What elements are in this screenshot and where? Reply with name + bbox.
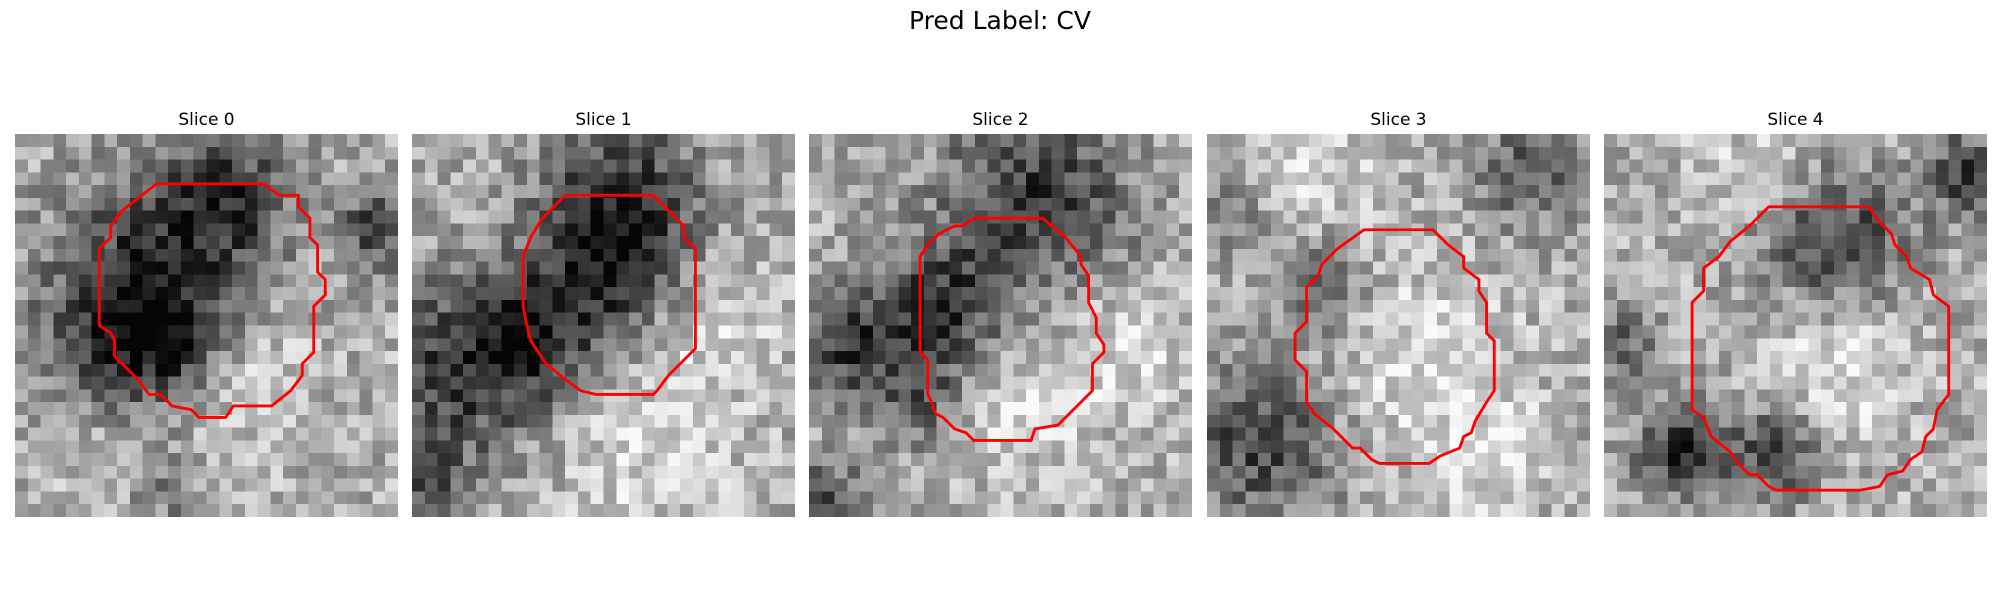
slice-title: Slice 4 [1604, 110, 1987, 130]
slice-image [809, 134, 1192, 517]
slice-image [412, 134, 795, 517]
slice-image [15, 134, 398, 517]
slice-panel: Slice 4 [1604, 110, 1987, 518]
slice-title: Slice 0 [15, 110, 398, 130]
slice-title: Slice 3 [1207, 110, 1590, 130]
slice-panel: Slice 2 [809, 110, 1192, 518]
slice-image [1207, 134, 1590, 517]
slice-panel: Slice 3 [1207, 110, 1590, 518]
slice-title: Slice 1 [412, 110, 795, 130]
slice-image [1604, 134, 1987, 517]
slice-title: Slice 2 [809, 110, 1192, 130]
figure-title: Pred Label: CV [0, 6, 2000, 35]
slice-panel: Slice 1 [412, 110, 795, 518]
slice-panel: Slice 0 [15, 110, 398, 518]
